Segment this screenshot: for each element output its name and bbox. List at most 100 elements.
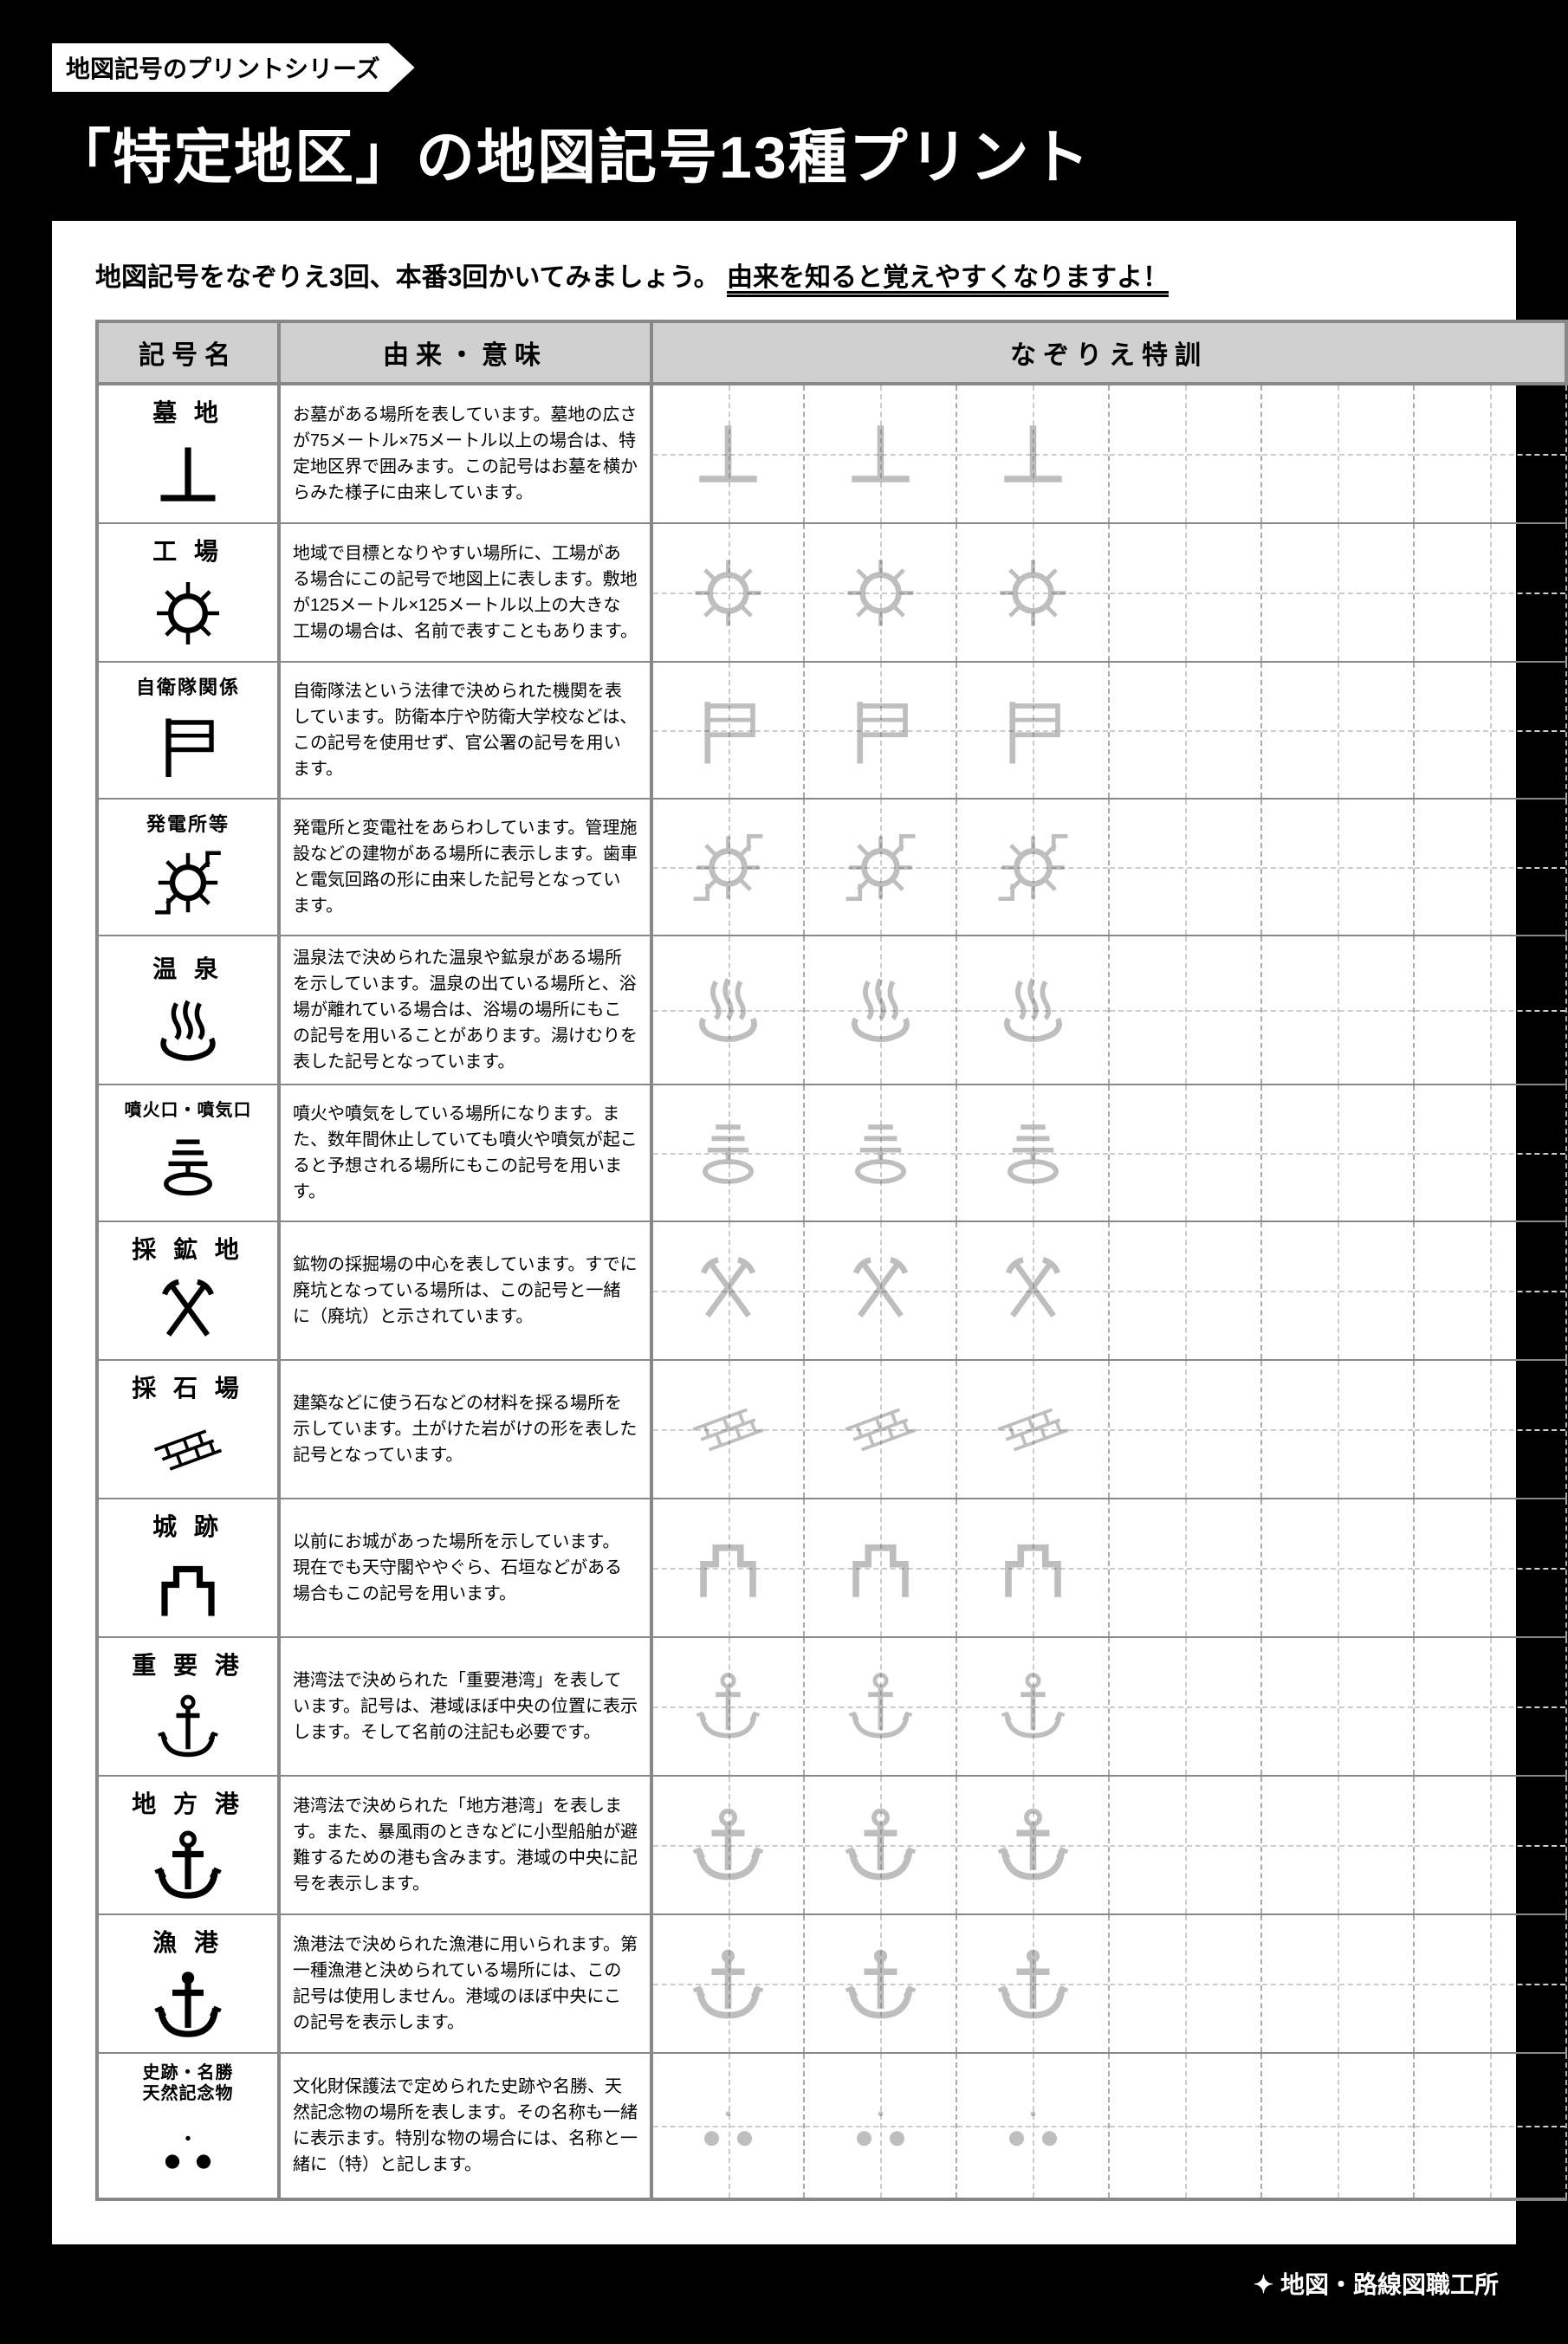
- trace-cell[interactable]: [651, 1221, 804, 1360]
- trace-cell[interactable]: [651, 662, 804, 799]
- blank-cell[interactable]: [1261, 1085, 1414, 1221]
- trace-cell[interactable]: [956, 1499, 1109, 1637]
- symbol-name-cell: 自衛隊関係: [97, 662, 279, 799]
- trace-cell[interactable]: [804, 1776, 956, 1914]
- symbol-name: 噴火口・噴気口: [103, 1100, 273, 1121]
- blank-cell[interactable]: [1414, 1499, 1566, 1637]
- trace-cell[interactable]: [956, 2053, 1109, 2199]
- trace-cell[interactable]: [804, 1499, 956, 1637]
- blank-cell[interactable]: [1414, 1360, 1566, 1499]
- trace-cell[interactable]: [804, 384, 956, 523]
- blank-cell[interactable]: [1261, 1637, 1414, 1776]
- blank-cell[interactable]: [1261, 1221, 1414, 1360]
- quarry-icon: [149, 1411, 227, 1489]
- blank-cell[interactable]: [1109, 1085, 1261, 1221]
- mine-trace-icon: [687, 1250, 769, 1332]
- jsdf-trace-icon: [839, 690, 922, 772]
- blank-cell[interactable]: [1414, 936, 1566, 1085]
- trace-cell[interactable]: [956, 1085, 1109, 1221]
- blank-cell[interactable]: [1109, 936, 1261, 1085]
- blank-cell[interactable]: [1414, 1085, 1566, 1221]
- trace-cell[interactable]: [956, 1637, 1109, 1776]
- power-trace-icon: [839, 826, 922, 909]
- trace-cell[interactable]: [956, 1776, 1109, 1914]
- trace-cell[interactable]: [651, 936, 804, 1085]
- table-row: 城 跡 以前にお城があった場所を示しています。現在でも天守閣ややぐら、石垣などが…: [97, 1499, 1566, 1637]
- blank-cell[interactable]: [1414, 1221, 1566, 1360]
- trace-cell[interactable]: [804, 523, 956, 662]
- blank-cell[interactable]: [1414, 2053, 1566, 2199]
- jsdf-icon: [149, 707, 227, 785]
- trace-cell[interactable]: [651, 384, 804, 523]
- factory-icon: [149, 574, 227, 652]
- trace-cell[interactable]: [804, 662, 956, 799]
- blank-cell[interactable]: [1414, 1776, 1566, 1914]
- blank-cell[interactable]: [1261, 1776, 1414, 1914]
- trace-cell[interactable]: [804, 799, 956, 936]
- blank-cell[interactable]: [1261, 799, 1414, 936]
- trace-cell[interactable]: [804, 1360, 956, 1499]
- trace-cell[interactable]: [956, 523, 1109, 662]
- blank-cell[interactable]: [1414, 384, 1566, 523]
- blank-cell[interactable]: [1109, 1221, 1261, 1360]
- trace-cell[interactable]: [651, 1776, 804, 1914]
- trace-cell[interactable]: [956, 936, 1109, 1085]
- symbol-name: 漁 港: [103, 1924, 273, 1959]
- trace-cell[interactable]: [651, 1637, 804, 1776]
- trace-cell[interactable]: [651, 2053, 804, 2199]
- factory-trace-icon: [992, 552, 1074, 634]
- trace-cell[interactable]: [804, 1085, 956, 1221]
- blank-cell[interactable]: [1261, 936, 1414, 1085]
- blank-cell[interactable]: [1109, 1637, 1261, 1776]
- trace-cell[interactable]: [804, 936, 956, 1085]
- trace-cell[interactable]: [651, 1360, 804, 1499]
- blank-cell[interactable]: [1414, 662, 1566, 799]
- mine-trace-icon: [839, 1250, 922, 1332]
- blank-cell[interactable]: [1414, 1637, 1566, 1776]
- trace-cell[interactable]: [804, 1637, 956, 1776]
- blank-cell[interactable]: [1109, 2053, 1261, 2199]
- trace-cell[interactable]: [651, 1914, 804, 2053]
- blank-cell[interactable]: [1109, 1499, 1261, 1637]
- trace-cell[interactable]: [651, 799, 804, 936]
- table-row: 史跡・名勝天然記念物 文化財保護法で定められた史跡や名勝、天然記念物の場所を表し…: [97, 2053, 1566, 2199]
- blank-cell[interactable]: [1414, 523, 1566, 662]
- blank-cell[interactable]: [1261, 384, 1414, 523]
- table-row: 採 石 場 建築などに使う石などの材料を採る場所を示しています。土がけた岩がけの…: [97, 1360, 1566, 1499]
- symbol-name-cell: 工 場: [97, 523, 279, 662]
- blank-cell[interactable]: [1261, 1360, 1414, 1499]
- grave-trace-icon: [992, 413, 1074, 495]
- trace-cell[interactable]: [651, 1085, 804, 1221]
- blank-cell[interactable]: [1109, 799, 1261, 936]
- trace-cell[interactable]: [651, 523, 804, 662]
- trace-cell[interactable]: [651, 1499, 804, 1637]
- blank-cell[interactable]: [1109, 523, 1261, 662]
- blank-cell[interactable]: [1414, 1914, 1566, 2053]
- trace-cell[interactable]: [956, 384, 1109, 523]
- blank-cell[interactable]: [1414, 799, 1566, 936]
- trace-cell[interactable]: [956, 662, 1109, 799]
- blank-cell[interactable]: [1109, 1914, 1261, 2053]
- symbol-name-cell: 発電所等: [97, 799, 279, 936]
- trace-cell[interactable]: [804, 2053, 956, 2199]
- blank-cell[interactable]: [1109, 1360, 1261, 1499]
- trace-cell[interactable]: [804, 1914, 956, 2053]
- blank-cell[interactable]: [1261, 2053, 1414, 2199]
- blank-cell[interactable]: [1109, 1776, 1261, 1914]
- trace-cell[interactable]: [956, 1914, 1109, 2053]
- blank-cell[interactable]: [1261, 1499, 1414, 1637]
- symbol-desc: 以前にお城があった場所を示しています。現在でも天守閣ややぐら、石垣などがある場合…: [279, 1499, 651, 1637]
- symbol-desc: 建築などに使う石などの材料を採る場所を示しています。土がけた岩がけの形を表した記…: [279, 1360, 651, 1499]
- blank-cell[interactable]: [1261, 523, 1414, 662]
- blank-cell[interactable]: [1261, 1914, 1414, 2053]
- trace-cell[interactable]: [956, 1221, 1109, 1360]
- blank-cell[interactable]: [1109, 384, 1261, 523]
- trace-cell[interactable]: [956, 799, 1109, 936]
- symbol-name: 温 泉: [103, 950, 273, 985]
- blank-cell[interactable]: [1109, 662, 1261, 799]
- power-icon: [149, 844, 227, 922]
- trace-cell[interactable]: [956, 1360, 1109, 1499]
- trace-cell[interactable]: [804, 1221, 956, 1360]
- symbol-desc: 地域で目標となりやすい場所に、工場がある場合にこの記号で地図上に表します。敷地が…: [279, 523, 651, 662]
- blank-cell[interactable]: [1261, 662, 1414, 799]
